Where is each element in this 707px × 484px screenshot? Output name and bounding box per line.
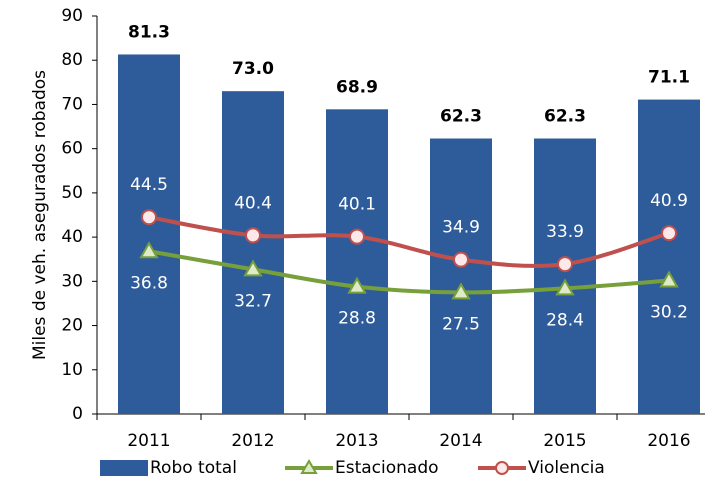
marker: [557, 256, 573, 273]
y-tick-label: 20: [61, 316, 83, 336]
marker: [659, 270, 679, 288]
line-value-label: 36.8: [130, 273, 168, 293]
line-value-label: 30.2: [650, 302, 688, 322]
marker: [453, 251, 469, 268]
marker: [139, 241, 159, 259]
line: [148, 249, 670, 295]
x-tick-label: 2012: [231, 431, 274, 451]
legend-marker: [300, 459, 318, 474]
line-value-label: 40.9: [650, 191, 688, 211]
x-tick-label: 2011: [127, 431, 170, 451]
line-value-label: 28.4: [546, 310, 584, 330]
x-tick-label: 2016: [647, 431, 690, 451]
marker: [661, 225, 677, 242]
line-value-label: 33.9: [546, 222, 584, 242]
legend-marker: [495, 461, 509, 475]
marker: [245, 227, 261, 244]
y-tick-label: 80: [61, 50, 83, 70]
y-tick-label: 50: [61, 183, 83, 203]
bar: [430, 138, 492, 415]
bar-value-label: 68.9: [336, 77, 378, 97]
marker: [141, 209, 157, 226]
line-value-label: 40.4: [234, 193, 272, 213]
y-tick-label: 70: [61, 94, 83, 114]
marker: [451, 282, 471, 300]
bar: [534, 138, 596, 415]
bar: [638, 99, 700, 414]
y-tick-label: 40: [61, 227, 83, 247]
y-axis-label: Miles de veh. asegurados robados: [30, 70, 50, 360]
legend-swatch: [100, 460, 148, 476]
bar-value-label: 62.3: [544, 106, 586, 126]
marker: [555, 278, 575, 296]
line-value-label: 34.9: [442, 218, 480, 238]
y-tick-label: 90: [61, 6, 83, 26]
bar-value-label: 73.0: [232, 59, 274, 79]
marker: [349, 228, 365, 245]
x-tick-label: 2015: [543, 431, 586, 451]
y-tick-label: 30: [61, 271, 83, 291]
bar-value-label: 81.3: [128, 22, 170, 42]
y-tick-label: 0: [72, 404, 83, 424]
legend-label: Robo total: [150, 458, 237, 478]
bar-value-label: 71.1: [648, 68, 690, 88]
legend-label: Violencia: [528, 458, 605, 478]
bar: [118, 54, 180, 415]
bar: [222, 91, 284, 414]
marker: [243, 259, 263, 277]
line-value-label: 40.1: [338, 195, 376, 215]
x-tick-label: 2014: [439, 431, 482, 451]
bar-value-label: 62.3: [440, 106, 482, 126]
y-tick-label: 10: [61, 360, 83, 380]
line: [148, 215, 670, 268]
line-value-label: 28.8: [338, 309, 376, 329]
legend-label: Estacionado: [335, 458, 439, 478]
y-tick-label: 60: [61, 139, 83, 159]
line-value-label: 32.7: [234, 291, 272, 311]
bar: [326, 109, 388, 414]
marker: [347, 276, 367, 294]
x-tick-label: 2013: [335, 431, 378, 451]
line-value-label: 44.5: [130, 175, 168, 195]
line-value-label: 27.5: [442, 314, 480, 334]
